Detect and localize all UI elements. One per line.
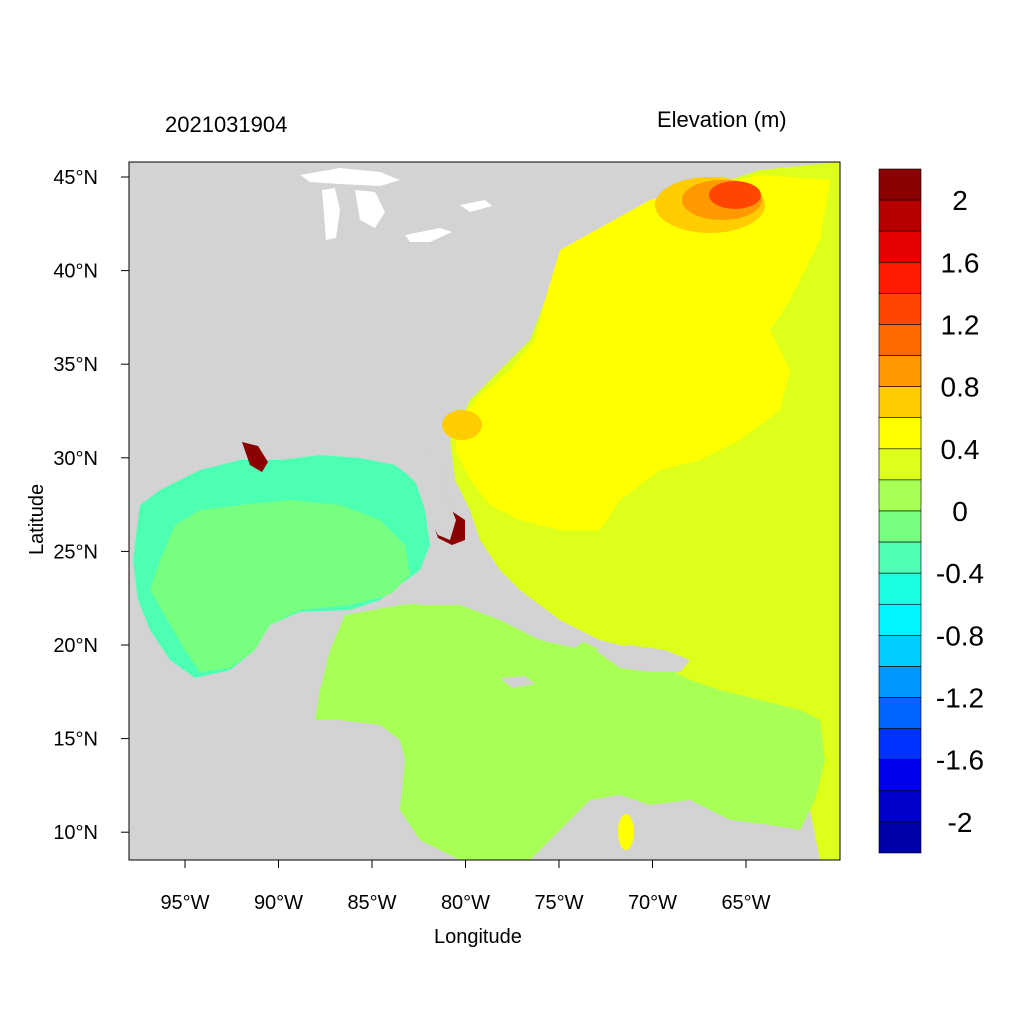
colorbar-swatch — [878, 728, 922, 761]
colorbar-swatch — [878, 697, 922, 729]
lat-tick-label: 15°N — [53, 729, 98, 751]
lon-tick-label: 80°W — [441, 892, 490, 914]
lake-michigan — [322, 188, 340, 240]
colorbar-label: 0.4 — [941, 434, 980, 465]
colorbar-label: -2 — [948, 807, 973, 838]
colorbar-label: 0 — [952, 496, 968, 527]
florida-peninsula — [395, 450, 456, 540]
colorbar-swatch — [878, 417, 922, 450]
colorbar-title: Elevation (m) — [657, 107, 787, 132]
colorbar-label: 1.6 — [941, 247, 980, 278]
lake-erie — [405, 228, 452, 242]
colorbar-swatch — [878, 230, 922, 263]
carolina-anomaly — [442, 410, 482, 440]
colorbar-swatch — [878, 759, 922, 792]
colorbar-swatch — [878, 386, 922, 419]
plot-frame — [128, 161, 841, 861]
lake-ontario — [460, 200, 492, 212]
colorbar-swatch — [878, 666, 922, 698]
colorbar-swatch — [878, 355, 922, 387]
south-america-coast — [530, 795, 820, 860]
hispaniola-island — [595, 645, 690, 672]
colorbar-swatch — [878, 293, 922, 325]
colorbar-label: 0.8 — [941, 372, 980, 403]
colorbar-swatch — [878, 199, 922, 232]
lake-maracaibo — [618, 814, 634, 850]
gulf-inner-shelf — [150, 500, 410, 672]
colorbar-swatch — [878, 603, 922, 636]
lat-tick-label: 40°N — [53, 261, 98, 283]
colorbar: 2 1.6 1.2 0.8 0.4 0 -0.4 -0.8 -1.2 -1.6 -2 — [878, 168, 984, 854]
louisiana-surge — [242, 442, 268, 472]
lon-tick-label: 95°W — [160, 892, 209, 914]
colorbar-label: -1.6 — [936, 745, 984, 776]
colorbar-swatch — [878, 448, 922, 481]
cuba-island — [385, 588, 585, 648]
colorbar-label: 2 — [952, 185, 968, 216]
colorbar-swatch — [878, 635, 922, 667]
lon-axis: 95°W 90°W 85°W 80°W 75°W 70°W 65°W — [160, 860, 771, 914]
x-axis-label: Longitude — [434, 926, 522, 948]
lat-tick-label: 30°N — [53, 448, 98, 470]
lon-tick-label: 65°W — [721, 892, 770, 914]
map-plot-area — [129, 162, 840, 860]
colorbar-swatch — [878, 324, 922, 356]
colorbar-label: 1.2 — [941, 309, 980, 340]
lon-tick-label: 90°W — [254, 892, 303, 914]
lake-superior — [300, 168, 400, 186]
colorbar-swatch — [878, 790, 922, 823]
colorbar-label: -0.4 — [936, 558, 984, 589]
colorbar-label: -0.8 — [936, 620, 984, 651]
lat-tick-label: 20°N — [53, 635, 98, 657]
colorbar-swatch — [878, 541, 922, 574]
lat-tick-label: 25°N — [53, 541, 98, 563]
colorbar-swatch — [878, 572, 922, 605]
lon-tick-label: 85°W — [347, 892, 396, 914]
gulf-of-maine-peak — [709, 181, 761, 209]
lat-tick-label: 35°N — [53, 354, 98, 376]
yucatan-peninsula — [255, 612, 340, 720]
lon-tick-label: 75°W — [534, 892, 583, 914]
atlantic-yellow-region — [455, 175, 830, 530]
colorbar-label: -1.2 — [936, 683, 984, 714]
jamaica-island — [500, 676, 535, 688]
lat-axis: 45°N 40°N 35°N 30°N 25°N 20°N 15°N 10°N — [53, 167, 129, 844]
colorbar-swatch — [878, 261, 922, 294]
caribbean-sea — [315, 600, 825, 860]
colorbar-swatch — [878, 168, 922, 201]
date-title: 2021031904 — [165, 112, 288, 137]
colorbar-swatch — [878, 510, 922, 543]
lat-tick-label: 10°N — [53, 822, 98, 844]
lat-tick-label: 45°N — [53, 167, 98, 189]
lon-tick-label: 70°W — [628, 892, 677, 914]
lake-huron — [355, 190, 385, 228]
colorbar-swatch — [878, 821, 922, 854]
colorbar-swatch — [878, 479, 922, 512]
